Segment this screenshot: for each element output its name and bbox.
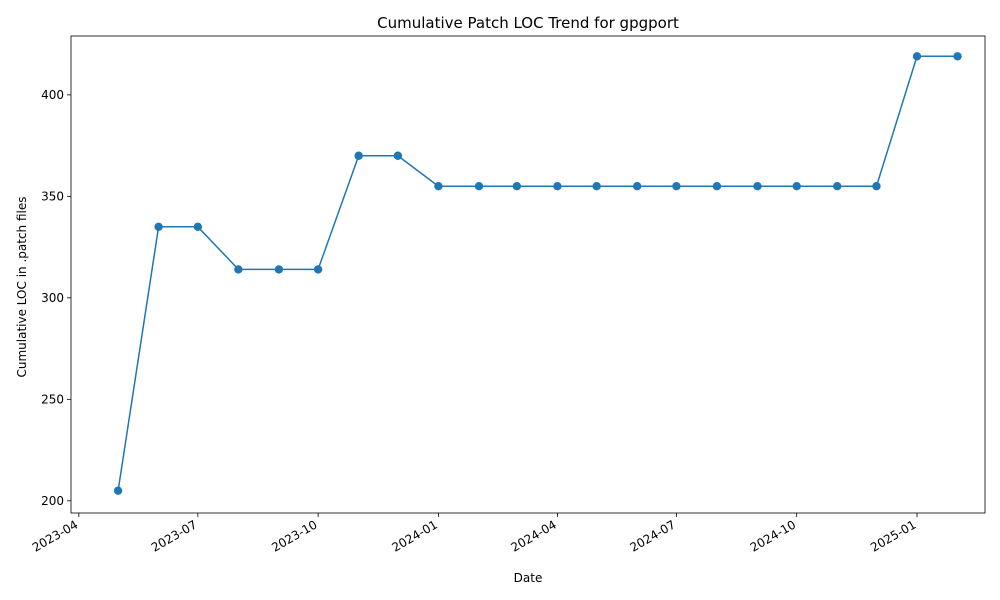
data-point <box>792 182 801 191</box>
x-tick-label: 2024-04 <box>508 517 558 554</box>
data-point <box>434 182 443 191</box>
data-point <box>113 486 123 495</box>
y-tick-label: 400 <box>41 88 64 102</box>
data-point <box>592 182 601 191</box>
data-point <box>833 182 842 191</box>
data-point <box>193 222 203 231</box>
data-point <box>512 182 522 191</box>
x-tick-label: 2024-01 <box>390 517 440 554</box>
data-point <box>553 182 562 191</box>
data-point <box>354 151 363 160</box>
data-point <box>672 182 681 191</box>
data-point <box>154 222 163 231</box>
x-tick-label: 2025-01 <box>868 517 918 554</box>
y-tick-label: 200 <box>41 494 64 508</box>
x-axis: 2023-04 2023-07 2023-10 2024-01 2024-04 2024-… <box>30 513 919 555</box>
data-point <box>953 52 962 61</box>
data-point <box>393 151 403 160</box>
x-axis-label: Date <box>514 571 543 585</box>
series-line <box>117 55 958 491</box>
plot-frame <box>70 35 986 514</box>
data-point <box>234 265 243 274</box>
data-point <box>313 265 323 274</box>
plot-area <box>70 35 986 514</box>
data-point <box>712 182 722 191</box>
x-tick-label: 2024-10 <box>748 517 798 554</box>
data-point <box>753 182 762 191</box>
data-point <box>872 182 881 191</box>
y-axis: 200 250 300 350 400 <box>41 88 71 508</box>
x-tick-label: 2024-07 <box>627 517 677 554</box>
chart-title: Cumulative Patch LOC Trend for gpgport <box>377 14 679 32</box>
data-point <box>474 182 484 191</box>
y-axis-label: Cumulative LOC in .patch files <box>15 197 29 378</box>
x-tick-label: 2023-04 <box>30 517 80 554</box>
data-point <box>912 52 922 61</box>
x-tick-label: 2023-10 <box>269 517 319 554</box>
y-tick-label: 300 <box>41 291 64 305</box>
data-point <box>632 182 642 191</box>
x-tick-label: 2023-07 <box>149 517 199 554</box>
data-point <box>274 265 284 274</box>
y-tick-label: 350 <box>41 189 64 203</box>
y-tick-label: 250 <box>41 392 64 406</box>
